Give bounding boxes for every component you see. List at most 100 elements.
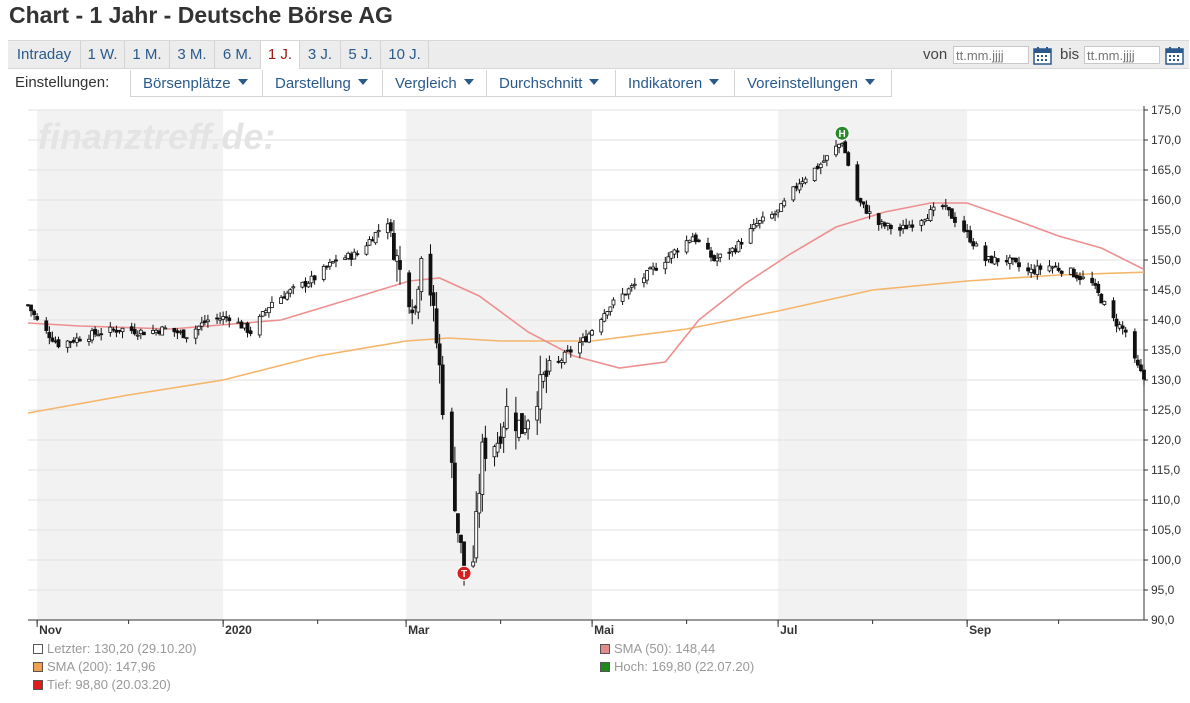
y-tick-label: 160,0: [1151, 193, 1181, 207]
candle-body: [648, 267, 652, 270]
candle-body: [538, 374, 543, 410]
tab-1-week[interactable]: 1 W.: [81, 41, 125, 68]
candle-body: [77, 338, 82, 342]
settings-label: Einstellungen:: [15, 74, 110, 91]
candle-body: [632, 283, 637, 286]
tab-6-months[interactable]: 6 M.: [215, 41, 261, 68]
legend-high: Hoch: 169,80 (22.07.20): [600, 659, 754, 674]
tab-5-years[interactable]: 5 J.: [341, 41, 381, 68]
candle-body: [120, 327, 125, 333]
candle-body: [324, 265, 329, 268]
candle-body: [132, 329, 137, 335]
caret-down-icon: [237, 79, 248, 86]
candle-body: [367, 239, 372, 246]
candle-body: [138, 329, 143, 334]
candle-body: [263, 310, 268, 313]
candle-body: [373, 232, 378, 244]
y-tick-label: 130,0: [1151, 373, 1181, 387]
tab-3-years[interactable]: 3 J.: [300, 41, 341, 68]
candle-body: [1123, 329, 1128, 333]
to-date-input[interactable]: [1084, 46, 1160, 64]
candle-body: [876, 213, 881, 225]
candle-body: [562, 351, 567, 363]
candle-body: [306, 282, 311, 288]
candle-body: [776, 209, 780, 213]
candle-body: [32, 310, 36, 316]
average-dropdown[interactable]: Durchschnitt: [486, 70, 615, 97]
candle-body: [727, 251, 732, 254]
y-tick-label: 90,0: [1151, 613, 1175, 627]
low-marker-label: T: [461, 569, 467, 580]
legend-sma200: SMA (200): 147,96: [33, 659, 155, 674]
sma50-series: [27, 202, 1145, 369]
candle-body: [355, 253, 360, 256]
candle-body: [428, 253, 433, 296]
candle-body: [93, 328, 97, 335]
candle-body: [410, 309, 415, 314]
candle-body: [56, 339, 61, 348]
candle-body: [587, 333, 591, 343]
candle-body: [74, 337, 79, 343]
candle-body: [953, 216, 957, 223]
calendar-icon[interactable]: [1033, 46, 1052, 65]
candle-body: [151, 330, 155, 334]
indicators-dropdown[interactable]: Indikatoren: [615, 70, 734, 97]
candle-body: [96, 334, 101, 337]
compare-dropdown[interactable]: Vergleich: [382, 70, 486, 97]
y-tick-label: 105,0: [1151, 523, 1181, 537]
candle-body: [1117, 324, 1122, 329]
candle-body: [175, 330, 180, 334]
tab-intraday[interactable]: Intraday: [8, 41, 81, 68]
candle-body: [312, 275, 317, 281]
candle-body: [407, 272, 412, 308]
candle-body: [392, 232, 396, 260]
candle-body: [504, 405, 509, 429]
candle-body: [398, 260, 402, 270]
candle-body: [663, 261, 668, 270]
candle-body: [1059, 270, 1064, 274]
candle-body: [748, 228, 753, 244]
y-tick-label: 170,0: [1151, 133, 1181, 147]
candle-body: [544, 370, 549, 377]
candle-body: [1111, 300, 1116, 319]
candle-body: [498, 436, 503, 444]
candle-body: [559, 359, 564, 363]
from-date-input[interactable]: [953, 46, 1029, 64]
tab-1-year[interactable]: 1 J.: [261, 41, 300, 69]
candle-body: [986, 256, 991, 260]
candle-body: [416, 288, 421, 313]
legend-low-label: Tief: 98,80 (20.03.20): [47, 677, 171, 692]
candle-body: [364, 245, 369, 255]
x-tick-label: Sep: [969, 623, 991, 637]
candle-body: [950, 208, 954, 219]
candle-body: [858, 197, 863, 203]
candle-body: [1068, 267, 1073, 275]
candle-body: [715, 257, 720, 262]
legend-sma50: SMA (50): 148,44: [600, 641, 715, 656]
candle-body: [1090, 277, 1095, 284]
display-dropdown[interactable]: Darstellung: [262, 70, 382, 97]
calendar-icon[interactable]: [1165, 46, 1184, 65]
candle-body: [431, 292, 436, 306]
presets-dropdown[interactable]: Voreinstellungen: [734, 70, 892, 97]
candle-body: [568, 349, 573, 353]
candle-body: [1142, 369, 1146, 380]
candle-body: [1102, 300, 1107, 305]
candle-body: [135, 334, 140, 337]
tab-1-month[interactable]: 1 M.: [125, 41, 170, 68]
tab-10-years[interactable]: 10 J.: [381, 41, 429, 68]
candle-body: [1093, 283, 1098, 286]
candle-body: [620, 293, 625, 302]
candle-body: [395, 255, 399, 262]
candle-body: [327, 262, 332, 267]
candle-body: [684, 240, 689, 253]
to-label: bis: [1060, 46, 1080, 63]
x-tick-label: Mai: [594, 623, 614, 637]
candle-body: [922, 219, 927, 223]
price-chart[interactable]: finanztreff.de: 175,0 170,0 165,0 160,0 155,…: [0, 97, 1190, 637]
candle-body: [331, 261, 335, 264]
exchanges-dropdown[interactable]: Börsenplätze: [130, 70, 262, 97]
candle-body: [794, 185, 799, 189]
y-tick-label: 140,0: [1151, 313, 1181, 327]
tab-3-months[interactable]: 3 M.: [170, 41, 215, 68]
